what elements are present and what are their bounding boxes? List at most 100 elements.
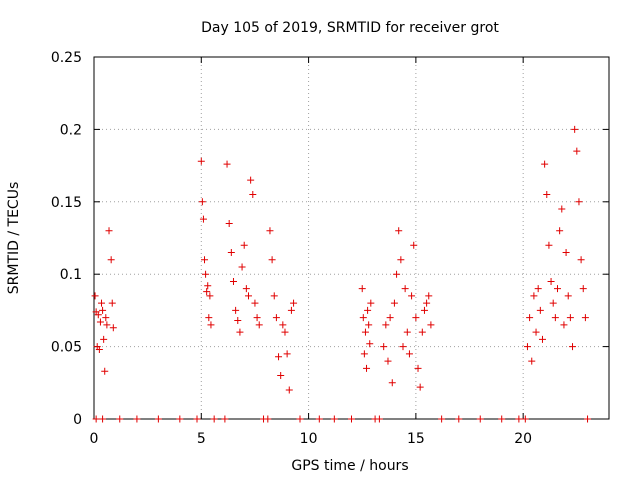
data-point xyxy=(554,285,561,293)
data-point xyxy=(541,160,549,168)
data-point xyxy=(498,415,506,423)
data-point xyxy=(388,379,396,387)
data-point xyxy=(547,277,555,285)
y-tick-label: 0 xyxy=(73,412,82,428)
data-point xyxy=(365,321,373,329)
data-point xyxy=(528,357,536,365)
data-point xyxy=(515,415,523,423)
data-point xyxy=(240,241,248,249)
data-point xyxy=(198,198,206,206)
data-point xyxy=(538,335,546,343)
data-point xyxy=(418,328,426,336)
data-point xyxy=(270,292,278,300)
data-point xyxy=(558,205,566,213)
y-tick-label: 0.2 xyxy=(60,122,82,138)
data-point xyxy=(242,285,250,293)
data-point xyxy=(221,415,229,423)
data-point xyxy=(384,357,392,365)
data-point xyxy=(573,147,581,155)
data-point xyxy=(96,318,104,326)
data-point xyxy=(399,343,407,351)
data-point xyxy=(108,299,116,307)
data-point xyxy=(560,321,568,329)
data-point xyxy=(425,292,433,300)
data-point xyxy=(408,292,416,300)
data-point xyxy=(584,415,592,423)
data-point xyxy=(403,328,411,336)
data-point xyxy=(564,292,572,300)
data-point xyxy=(266,227,274,235)
data-point xyxy=(281,328,289,336)
data-point xyxy=(455,415,463,423)
data-point xyxy=(99,415,107,423)
data-point xyxy=(420,306,428,314)
axis-ticks: 0 0.05 0.1 0.15 0.2 0.25 0 5 10 15 20 xyxy=(51,50,609,447)
data-point xyxy=(290,299,298,307)
data-point xyxy=(176,415,184,423)
data-point xyxy=(579,285,587,293)
chart-title: Day 105 of 2019, SRMTID for receiver gro… xyxy=(201,20,499,36)
data-point xyxy=(109,324,117,332)
data-point xyxy=(116,415,124,423)
data-point xyxy=(91,292,99,300)
data-point xyxy=(526,314,534,322)
data-point xyxy=(315,415,323,423)
data-point xyxy=(199,215,207,223)
data-point xyxy=(101,367,109,375)
data-point xyxy=(380,343,388,351)
data-point xyxy=(251,299,259,307)
data-point xyxy=(275,353,283,361)
data-point xyxy=(562,248,570,256)
data-point xyxy=(521,415,529,423)
y-tick-label: 0.15 xyxy=(51,195,82,211)
data-point xyxy=(571,125,579,133)
data-point xyxy=(410,241,418,249)
data-point xyxy=(543,191,551,199)
data-point xyxy=(245,292,252,300)
data-point xyxy=(530,292,538,300)
data-point xyxy=(566,314,574,322)
data-point xyxy=(438,415,446,423)
data-point xyxy=(197,157,205,165)
data-point xyxy=(364,306,372,314)
data-point xyxy=(575,198,583,206)
data-point xyxy=(296,415,304,423)
data-point xyxy=(523,343,531,351)
data-point xyxy=(581,314,589,322)
data-point xyxy=(102,314,110,322)
x-tick-label: 10 xyxy=(300,431,318,447)
data-point xyxy=(206,292,214,300)
data-point xyxy=(193,415,201,423)
data-point xyxy=(545,241,553,249)
data-point xyxy=(94,311,102,319)
x-axis-label: GPS time / hours xyxy=(291,458,408,474)
data-point xyxy=(247,176,255,184)
data-point xyxy=(532,328,540,336)
data-point xyxy=(255,321,263,329)
data-point xyxy=(277,372,285,380)
data-point xyxy=(264,415,272,423)
data-point xyxy=(556,227,564,235)
data-point xyxy=(95,345,103,353)
data-point xyxy=(227,248,235,256)
data-point xyxy=(397,256,405,264)
y-tick-label: 0.25 xyxy=(51,50,82,66)
data-point xyxy=(249,191,257,199)
data-point xyxy=(107,256,115,264)
data-point xyxy=(234,317,242,325)
data-point xyxy=(348,415,355,423)
data-point xyxy=(100,335,108,343)
data-point xyxy=(551,314,559,322)
x-tick-label: 15 xyxy=(407,431,425,447)
data-point xyxy=(393,270,401,278)
y-tick-label: 0.1 xyxy=(60,267,82,283)
data-points xyxy=(91,125,592,423)
x-tick-label: 5 xyxy=(197,431,206,447)
y-tick-label: 0.05 xyxy=(51,340,82,356)
data-point xyxy=(569,343,577,351)
data-point xyxy=(366,340,374,348)
y-axis-label: SRMTID / TECUs xyxy=(6,182,22,295)
data-point xyxy=(330,415,338,423)
data-point xyxy=(534,285,542,293)
